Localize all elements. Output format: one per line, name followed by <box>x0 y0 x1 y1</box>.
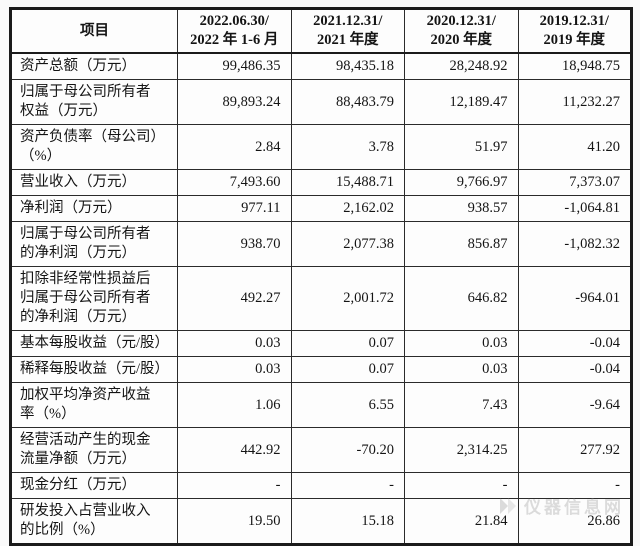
value-cell: 0.07 <box>290 330 405 357</box>
value-cell: 28,248.92 <box>404 52 519 80</box>
value-cell: -964.01 <box>517 266 632 331</box>
table-row: 经营活动产生的现金 流量净额（万元） 442.92 -70.20 2,314.2… <box>10 427 632 473</box>
table-row: 资产负债率（母公司） （%） 2.84 3.78 51.97 41.20 <box>10 124 632 170</box>
value-cell: 0.03 <box>404 356 519 383</box>
row-label: 净利润（万元） <box>10 195 178 222</box>
table-row: 研发投入占营业收入 的比例（%） 19.50 15.18 21.84 26.86 <box>10 498 632 545</box>
value-cell: 6.55 <box>290 382 405 428</box>
value-cell: -0.04 <box>517 356 632 383</box>
value-cell: 89,893.24 <box>177 79 292 125</box>
value-cell: 26.86 <box>517 498 632 545</box>
table-row: 归属于母公司所有者 权益（万元） 89,893.24 88,483.79 12,… <box>10 79 632 125</box>
value-cell: 18,948.75 <box>517 52 632 80</box>
column-header-2021: 2021.12.31/ 2021 年度 <box>290 8 405 54</box>
table-row: 稀释每股收益（元/股） 0.03 0.07 0.03 -0.04 <box>10 356 632 383</box>
row-label: 营业收入（万元） <box>10 169 178 196</box>
value-cell: 9,766.97 <box>404 169 519 196</box>
value-cell: -1,082.32 <box>517 221 632 267</box>
table-row: 资产总额（万元） 99,486.35 98,435.18 28,248.92 1… <box>10 52 632 80</box>
page: 项目 2022.06.30/ 2022 年 1-6 月 2021.12.31/ … <box>9 7 633 546</box>
row-label: 经营活动产生的现金 流量净额（万元） <box>10 427 178 473</box>
row-label: 归属于母公司所有者 的净利润（万元） <box>10 221 178 267</box>
value-cell: 492.27 <box>177 266 292 331</box>
value-cell: 15,488.71 <box>290 169 405 196</box>
value-cell: 0.03 <box>177 356 292 383</box>
value-cell: 41.20 <box>517 124 632 170</box>
column-header-2020: 2020.12.31/ 2020 年度 <box>404 8 519 54</box>
value-cell: 646.82 <box>404 266 519 331</box>
table-row: 归属于母公司所有者 的净利润（万元） 938.70 2,077.38 856.8… <box>10 221 632 267</box>
row-label: 资产总额（万元） <box>10 52 178 80</box>
table-row: 基本每股收益（元/股） 0.03 0.07 0.03 -0.04 <box>10 330 632 357</box>
value-cell: - <box>290 472 405 499</box>
value-cell: - <box>517 472 632 499</box>
value-cell: 0.07 <box>290 356 405 383</box>
row-label: 基本每股收益（元/股） <box>10 330 178 357</box>
value-cell: 2,162.02 <box>290 195 405 222</box>
value-cell: 88,483.79 <box>290 79 405 125</box>
table-row: 现金分红（万元） - - - - <box>10 472 632 499</box>
value-cell: 277.92 <box>517 427 632 473</box>
value-cell: -0.04 <box>517 330 632 357</box>
row-label: 稀释每股收益（元/股） <box>10 356 178 383</box>
row-label: 归属于母公司所有者 权益（万元） <box>10 79 178 125</box>
value-cell: 0.03 <box>177 330 292 357</box>
table-row: 加权平均净资产收益 率（%） 1.06 6.55 7.43 -9.64 <box>10 382 632 428</box>
value-cell: 442.92 <box>177 427 292 473</box>
value-cell: 2,077.38 <box>290 221 405 267</box>
value-cell: 938.57 <box>404 195 519 222</box>
value-cell: 11,232.27 <box>517 79 632 125</box>
row-label: 研发投入占营业收入 的比例（%） <box>10 498 178 545</box>
value-cell: 19.50 <box>177 498 292 545</box>
value-cell: -70.20 <box>290 427 405 473</box>
value-cell: 12,189.47 <box>404 79 519 125</box>
value-cell: 15.18 <box>290 498 405 545</box>
value-cell: 7,493.60 <box>177 169 292 196</box>
value-cell: 51.97 <box>404 124 519 170</box>
value-cell: 99,486.35 <box>177 52 292 80</box>
header-row: 项目 2022.06.30/ 2022 年 1-6 月 2021.12.31/ … <box>10 8 632 54</box>
table-row: 营业收入（万元） 7,493.60 15,488.71 9,766.97 7,3… <box>10 169 632 196</box>
financial-summary-table: 项目 2022.06.30/ 2022 年 1-6 月 2021.12.31/ … <box>9 7 633 546</box>
value-cell: 856.87 <box>404 221 519 267</box>
value-cell: - <box>404 472 519 499</box>
column-header-2022h1: 2022.06.30/ 2022 年 1-6 月 <box>177 8 292 54</box>
value-cell: 7,373.07 <box>517 169 632 196</box>
value-cell: 98,435.18 <box>290 52 405 80</box>
table-row: 扣除非经常性损益后 归属于母公司所有者 的净利润（万元） 492.27 2,00… <box>10 266 632 331</box>
column-header-2019: 2019.12.31/ 2019 年度 <box>517 8 632 54</box>
value-cell: 1.06 <box>177 382 292 428</box>
value-cell: 2.84 <box>177 124 292 170</box>
row-label: 加权平均净资产收益 率（%） <box>10 382 178 428</box>
value-cell: 938.70 <box>177 221 292 267</box>
value-cell: 2,001.72 <box>290 266 405 331</box>
row-label: 资产负债率（母公司） （%） <box>10 124 178 170</box>
row-label: 扣除非经常性损益后 归属于母公司所有者 的净利润（万元） <box>10 266 178 331</box>
value-cell: 0.03 <box>404 330 519 357</box>
value-cell: 21.84 <box>404 498 519 545</box>
row-label: 现金分红（万元） <box>10 472 178 499</box>
column-header-item: 项目 <box>10 8 178 54</box>
value-cell: 2,314.25 <box>404 427 519 473</box>
value-cell: 977.11 <box>177 195 292 222</box>
table-row: 净利润（万元） 977.11 2,162.02 938.57 -1,064.81 <box>10 195 632 222</box>
value-cell: 7.43 <box>404 382 519 428</box>
value-cell: 3.78 <box>290 124 405 170</box>
value-cell: - <box>177 472 292 499</box>
value-cell: -1,064.81 <box>517 195 632 222</box>
value-cell: -9.64 <box>517 382 632 428</box>
